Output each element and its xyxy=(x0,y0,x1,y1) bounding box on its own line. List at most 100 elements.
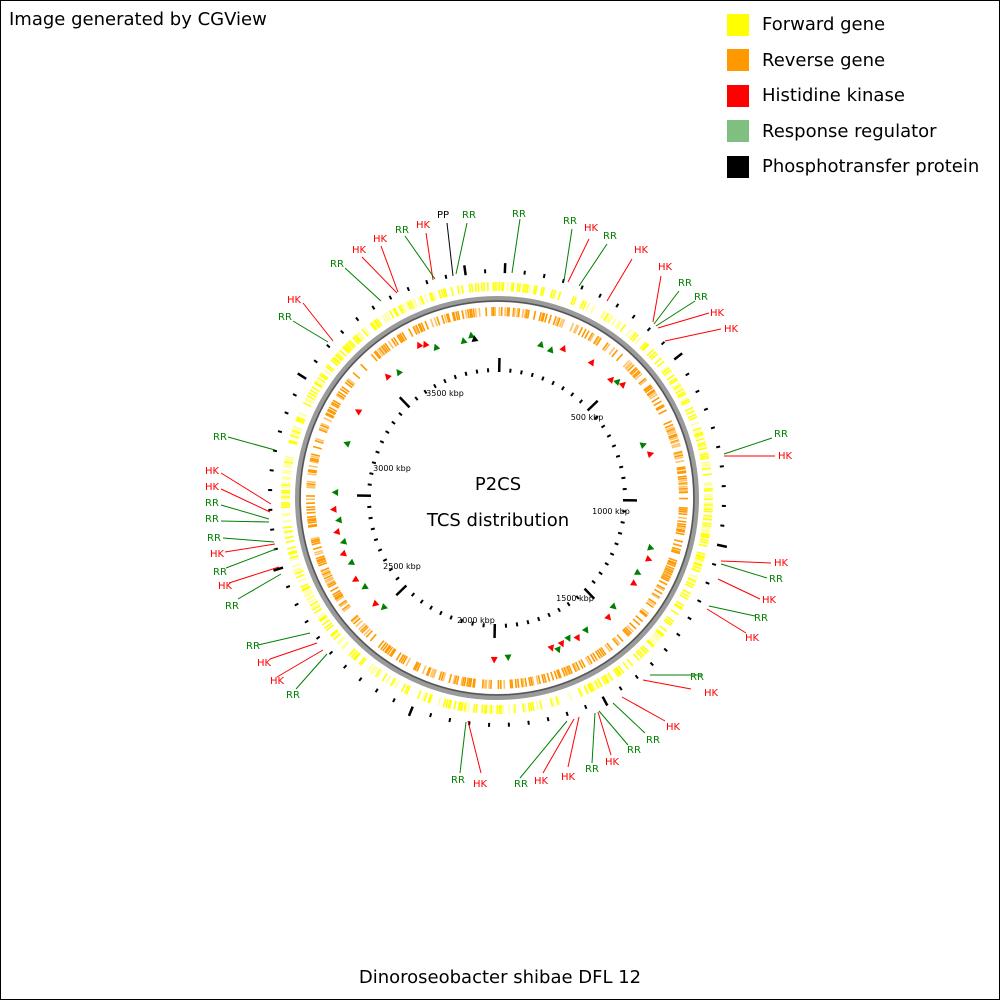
inner-tick xyxy=(541,376,545,381)
reverse-gene-mark xyxy=(379,346,387,355)
inner-tick xyxy=(530,372,534,378)
callout-line xyxy=(642,679,692,690)
reverse-gene-mark xyxy=(335,595,345,602)
tcs-marker xyxy=(468,331,476,339)
outer-tick xyxy=(285,584,291,589)
reverse-gene-mark xyxy=(318,561,328,567)
reverse-gene-mark xyxy=(323,417,333,423)
outer-tick xyxy=(284,411,289,415)
forward-gene-mark xyxy=(282,520,292,523)
forward-gene-mark xyxy=(450,286,454,296)
reverse-gene-mark xyxy=(608,347,616,356)
inner-tick xyxy=(373,538,379,542)
outer-tick xyxy=(601,696,609,707)
inner-tick xyxy=(449,615,453,620)
reverse-gene-mark xyxy=(401,331,408,341)
forward-gene-mark xyxy=(288,439,298,444)
reverse-gene-mark xyxy=(365,630,373,638)
reverse-gene-mark xyxy=(310,453,321,457)
outer-tick xyxy=(277,430,283,434)
reverse-gene-mark xyxy=(564,666,570,676)
reverse-gene-mark xyxy=(604,644,612,653)
forward-gene-mark xyxy=(373,320,380,329)
reverse-gene-mark xyxy=(414,662,420,671)
reverse-gene-mark xyxy=(463,677,467,687)
callout-label: HK xyxy=(473,779,488,790)
forward-gene-mark xyxy=(622,661,630,670)
reverse-gene-mark xyxy=(440,671,445,681)
inner-tick xyxy=(414,396,419,401)
forward-gene-mark xyxy=(698,543,708,548)
inner-tick xyxy=(395,576,400,581)
outer-tick xyxy=(711,562,717,566)
callout-label: RR xyxy=(512,209,526,220)
inner-tick xyxy=(385,430,390,434)
reverse-gene-mark xyxy=(312,546,322,551)
callout-line xyxy=(404,235,436,280)
outer-tick xyxy=(292,393,297,397)
forward-gene-mark xyxy=(698,446,708,451)
forward-gene-mark xyxy=(675,388,684,395)
callout-line xyxy=(455,222,468,275)
forward-gene-mark xyxy=(637,649,645,657)
reverse-gene-mark xyxy=(420,322,426,332)
reverse-gene-mark xyxy=(625,362,633,371)
callout-line xyxy=(655,300,696,327)
reverse-gene-mark xyxy=(474,308,478,318)
inner-tick xyxy=(606,434,612,438)
forward-gene-mark xyxy=(300,583,309,589)
outer-tick xyxy=(358,677,363,682)
forward-gene-mark xyxy=(648,350,657,359)
outer-tick xyxy=(343,664,348,669)
reverse-gene-mark xyxy=(483,679,487,689)
inner-tick xyxy=(471,621,474,626)
inner-tick xyxy=(395,584,408,597)
reverse-gene-mark xyxy=(573,662,579,672)
reverse-gene-mark xyxy=(543,673,547,683)
outer-tick xyxy=(388,295,393,300)
inner-tick xyxy=(423,389,428,395)
forward-gene-mark xyxy=(700,456,710,461)
reverse-gene-mark xyxy=(678,483,688,486)
inner-tick xyxy=(578,399,584,404)
callout-label: RR xyxy=(690,672,704,683)
reverse-gene-mark xyxy=(331,401,341,408)
reverse-gene-mark xyxy=(675,529,686,533)
inner-tick xyxy=(600,424,606,429)
reverse-gene-mark xyxy=(445,313,450,323)
reverse-gene-mark xyxy=(649,393,658,400)
callout-label: HK xyxy=(205,466,220,477)
reverse-gene-mark xyxy=(316,557,326,562)
reverse-gene-mark xyxy=(598,648,605,657)
forward-gene-mark xyxy=(309,389,319,396)
reverse-gene-mark xyxy=(461,310,465,320)
forward-gene-mark xyxy=(317,612,326,619)
forward-gene-mark xyxy=(632,653,640,662)
outer-tick xyxy=(697,599,702,603)
reverse-gene-mark xyxy=(663,420,673,426)
reverse-gene-mark xyxy=(387,340,395,349)
tcs-marker xyxy=(564,634,571,642)
reverse-gene-mark xyxy=(665,564,675,570)
reverse-gene-mark xyxy=(327,582,337,589)
tcs-marker xyxy=(343,441,351,448)
reverse-gene-mark xyxy=(324,576,334,582)
forward-gene-mark xyxy=(463,702,467,712)
reverse-gene-mark xyxy=(327,408,337,415)
reverse-gene-mark xyxy=(668,557,678,562)
callout-label: RR xyxy=(754,613,768,624)
forward-gene-mark xyxy=(701,465,711,468)
reverse-gene-mark xyxy=(666,427,676,433)
tcs-marker xyxy=(361,582,369,590)
reverse-gene-mark xyxy=(595,337,602,346)
callout-label: HK xyxy=(710,308,725,319)
reverse-gene-mark xyxy=(628,622,637,630)
forward-gene-mark xyxy=(512,282,515,292)
forward-gene-mark xyxy=(614,320,621,329)
tcs-marker xyxy=(471,335,479,343)
tcs-marker xyxy=(573,633,580,642)
forward-gene-mark xyxy=(311,386,320,393)
forward-gene-mark xyxy=(700,535,710,539)
inner-tick xyxy=(419,599,424,604)
callout-label: RR xyxy=(207,533,221,544)
